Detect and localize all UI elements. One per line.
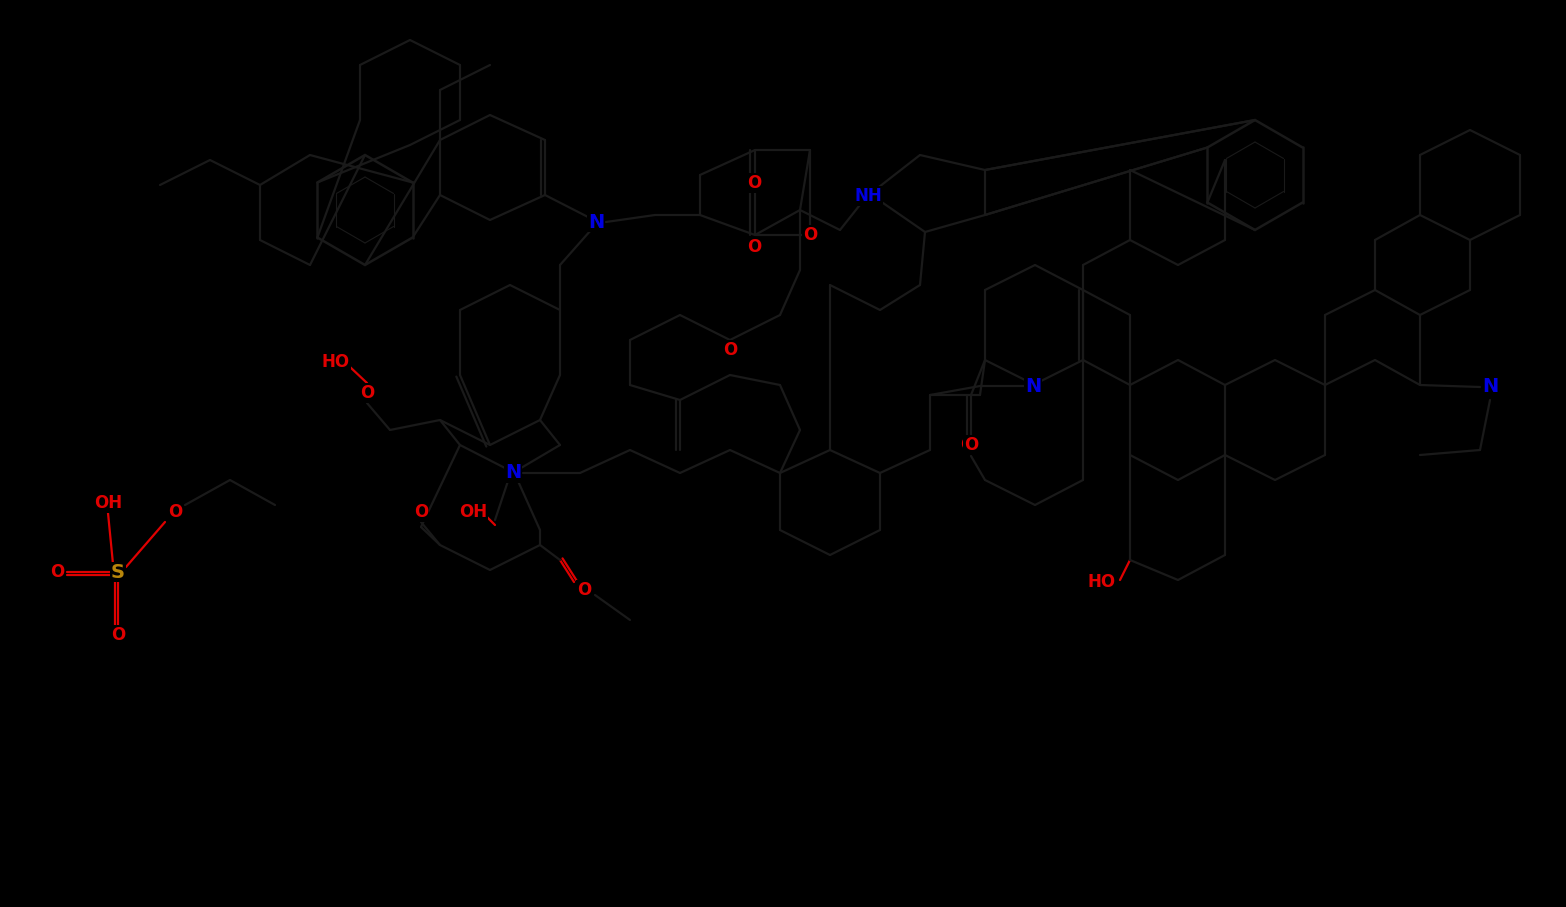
Text: HO: HO (1088, 573, 1117, 591)
Text: O: O (965, 436, 979, 454)
Text: O: O (111, 626, 125, 644)
Text: HO: HO (323, 353, 349, 371)
Text: O: O (747, 174, 761, 192)
Text: O: O (168, 503, 182, 521)
Text: O: O (111, 626, 125, 644)
Text: OH: OH (94, 494, 122, 512)
Text: N: N (1024, 376, 1041, 395)
Text: N: N (504, 463, 521, 483)
Text: OH: OH (459, 503, 487, 521)
Text: O: O (413, 503, 428, 521)
Text: S: S (111, 562, 125, 581)
Text: N: N (1024, 376, 1041, 395)
Text: N: N (504, 463, 521, 483)
Text: HO: HO (323, 353, 349, 371)
Text: N: N (1481, 377, 1499, 396)
Text: O: O (576, 581, 590, 599)
Text: O: O (576, 581, 590, 599)
Text: O: O (747, 174, 761, 192)
Text: NH: NH (853, 187, 882, 205)
Text: O: O (50, 563, 64, 581)
Text: N: N (587, 212, 604, 231)
Text: O: O (747, 238, 761, 256)
Text: N: N (587, 212, 604, 231)
Text: O: O (168, 503, 182, 521)
Text: O: O (965, 436, 979, 454)
Text: S: S (111, 562, 125, 581)
Text: OH: OH (94, 494, 122, 512)
Text: O: O (360, 384, 374, 402)
Text: O: O (723, 341, 738, 359)
Text: O: O (960, 436, 974, 454)
Text: NH: NH (853, 187, 882, 205)
Text: OH: OH (459, 503, 487, 521)
Text: N: N (1481, 377, 1499, 396)
Text: HO: HO (1088, 573, 1117, 591)
Text: O: O (747, 238, 761, 256)
Text: O: O (360, 384, 374, 402)
Text: O: O (803, 226, 817, 244)
Text: O: O (413, 503, 428, 521)
Text: O: O (50, 563, 64, 581)
